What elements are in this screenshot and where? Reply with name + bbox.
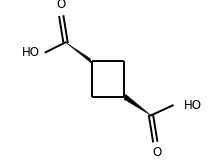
Text: HO: HO — [22, 46, 40, 59]
Text: O: O — [152, 146, 162, 159]
Polygon shape — [66, 42, 92, 63]
Text: HO: HO — [184, 99, 202, 112]
Polygon shape — [124, 94, 151, 115]
Text: O: O — [56, 0, 65, 11]
